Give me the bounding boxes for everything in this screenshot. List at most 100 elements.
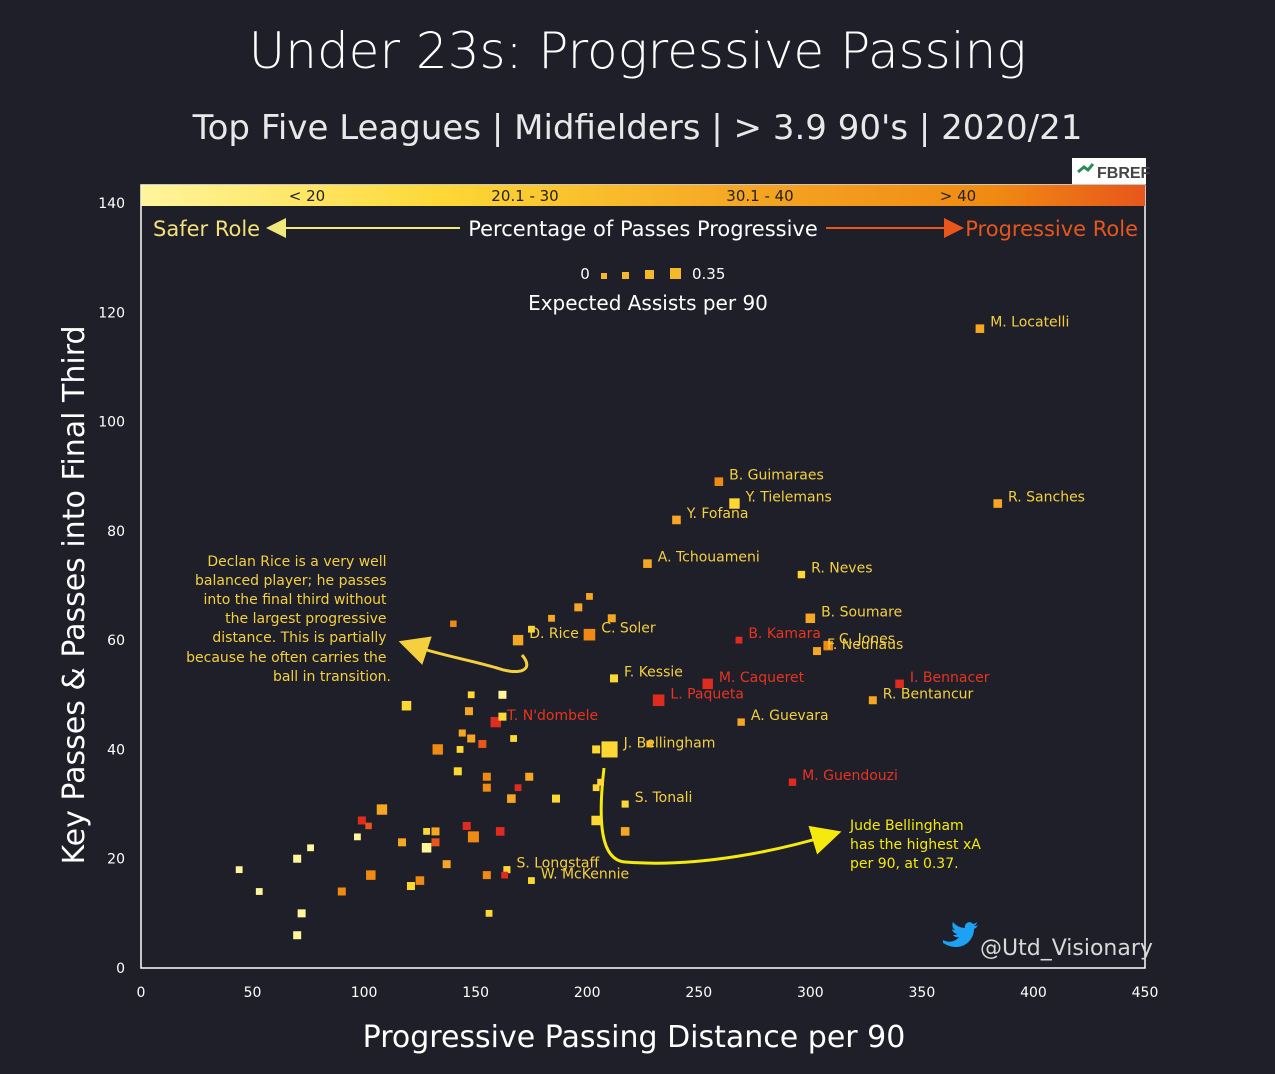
data-point [501,871,509,879]
point-label: L. Paqueta [670,686,744,702]
data-point [813,647,822,656]
y-axis-title: Key Passes & Passes into Final Third [57,325,92,864]
data-point [975,324,985,333]
bellingham-annotation-line: per 90, at 0.37. [850,856,959,872]
data-point [714,477,724,486]
data-point [620,827,630,836]
data-point [456,746,464,753]
color-bin-3: 30.1 - 40 [726,187,793,205]
data-point [528,877,535,884]
y-tick-label: 140 [98,196,125,212]
data-point [467,734,476,743]
point-label: Y. Tielemans [745,490,832,506]
color-bin-2: 20.1 - 30 [491,187,558,205]
size-legend-mark [622,272,629,279]
data-point [485,909,493,917]
rice-annotation-line: balanced player; he passes [195,573,387,589]
x-tick-label: 100 [351,985,378,1001]
y-tick-label: 80 [107,524,125,540]
data-point [432,744,443,755]
data-point [591,815,601,826]
data-point [868,696,877,705]
data-point [592,745,601,754]
data-point [737,718,745,726]
point-label: M. Locatelli [990,315,1069,331]
size-legend-mark [670,268,681,279]
point-label: A. Tchouameni [658,550,760,566]
point-label: C. Jones [839,632,895,648]
y-tick-label: 0 [116,961,125,977]
data-point [423,827,430,835]
data-point [462,821,471,830]
data-point [528,625,535,633]
data-point [652,694,665,707]
safer-role-label: Safer Role [153,217,260,241]
data-point [406,882,415,891]
point-label: T. N'dombele [506,708,598,724]
data-point [255,888,263,895]
rice-annotation: Declan Rice is a very well balanced play… [186,554,529,685]
color-bin-4: > 40 [940,187,976,205]
x-axis-title: Progressive Passing Distance per 90 [363,1020,906,1055]
data-point [514,784,522,792]
data-point [467,691,475,699]
data-point [525,772,534,781]
bellingham-annotation-line: Jude Bellingham [849,818,964,834]
point-label: F. Neuhaus [827,637,903,653]
data-point [621,800,629,808]
data-point [993,499,1003,508]
point-label: M. Guendouzi [802,768,898,784]
data-point [297,909,306,918]
size-legend-max: 0.35 [692,265,725,283]
point-label: D. Rice [529,626,579,642]
data-point [672,515,681,525]
data-point [376,804,388,815]
data-point [431,838,440,847]
chart-title: Under 23s: Progressive Passing [248,22,1027,80]
data-point [498,690,507,699]
progressive-role-label: Progressive Role [965,217,1138,241]
point-label: R. Neves [811,561,872,577]
data-point [458,729,466,737]
data-point [586,593,593,600]
y-tick-label: 40 [107,742,125,758]
y-tick-label: 20 [107,852,125,868]
data-point [646,740,654,748]
data-point [597,778,605,786]
data-point [609,674,618,683]
color-legend-bar [141,185,1145,206]
size-legend-min: 0 [580,265,590,283]
size-legend-mark [601,273,607,279]
point-label: J. Bellingham [623,735,716,751]
data-point [503,866,511,874]
chart-subtitle: Top Five Leagues | Midfielders | > 3.9 9… [192,108,1083,148]
rice-annotation-line: ball in transition. [273,669,391,685]
point-label: M. Caqueret [719,670,805,686]
data-point [510,735,517,742]
data-point [337,887,346,896]
point-label: B. Guimaraes [729,468,824,484]
data-point [450,620,457,627]
data-point [293,931,302,940]
bellingham-annotation-line: has the highest xA [850,837,981,853]
data-point [805,613,816,624]
data-point [357,816,366,825]
data-point [307,844,314,852]
data-point [366,870,376,880]
data-point [735,636,743,644]
x-tick-label: 0 [137,985,146,1001]
bellingham-arrow [599,767,842,865]
point-label: B. Soumare [821,604,902,620]
data-point [235,866,243,874]
data-point [551,794,560,803]
x-tick-label: 400 [1020,985,1047,1001]
x-tick-label: 250 [685,985,712,1001]
rice-annotation-line: Declan Rice is a very well [207,554,386,570]
data-point [702,678,713,690]
data-point [293,854,302,863]
data-point [507,794,516,803]
data-point [467,831,479,843]
x-tick-label: 450 [1132,985,1159,1001]
data-point [482,783,491,792]
color-legend-title: Percentage of Passes Progressive [468,217,818,241]
